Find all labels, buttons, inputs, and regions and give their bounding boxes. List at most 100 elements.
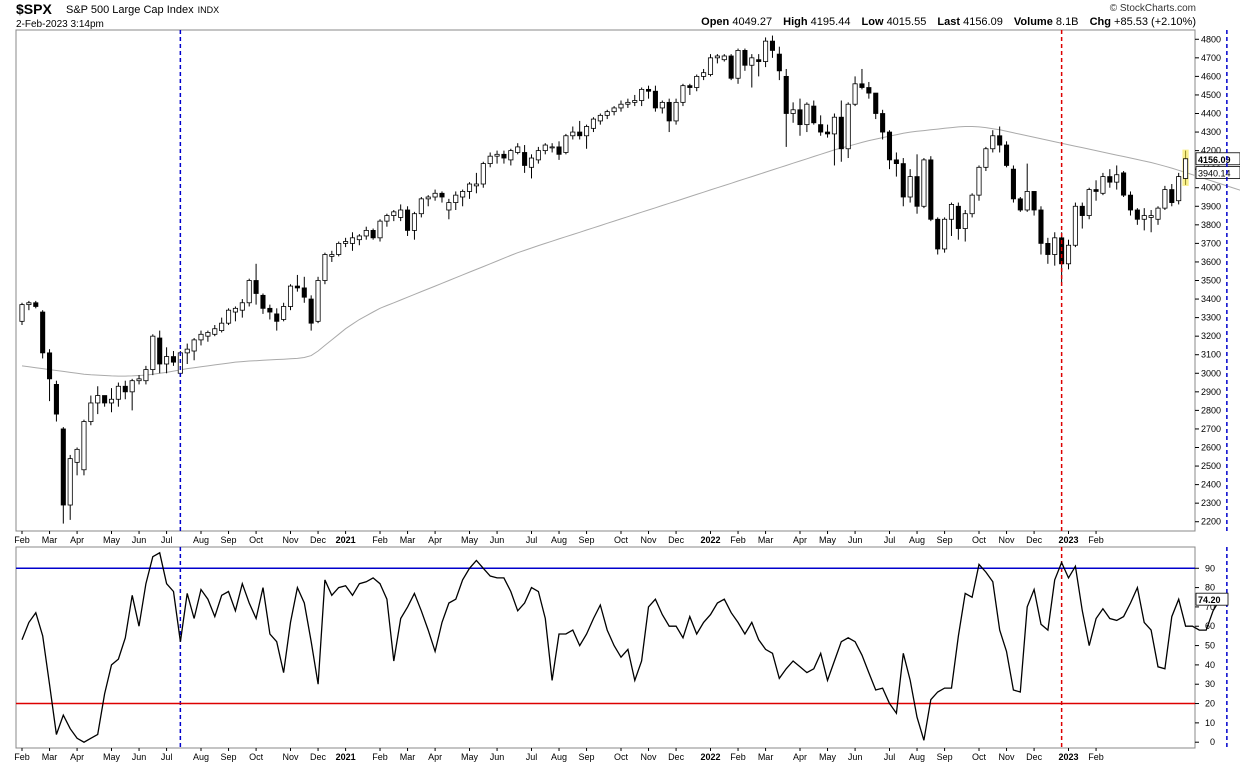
- last-value: 4156.09: [963, 16, 1003, 28]
- low-label: Low: [861, 16, 884, 28]
- x-tick-label: Aug: [551, 535, 567, 545]
- x-tick-label: Feb: [14, 752, 30, 762]
- candle-body: [914, 176, 920, 207]
- ohlc-summary: Open 4049.27 High 4195.44 Low 4015.55 La…: [701, 16, 1196, 28]
- x-tick-label: Aug: [909, 752, 925, 762]
- stockcharts-watermark: © StockCharts.com: [1109, 3, 1196, 14]
- x-tick-label: May: [819, 752, 837, 762]
- osc-y-tick-label: 90: [1205, 563, 1215, 573]
- price-y-tick-label: 3400: [1201, 294, 1221, 304]
- x-tick-label: 2021: [336, 752, 356, 762]
- high-value: 4195.44: [810, 16, 851, 28]
- candle-body: [570, 131, 576, 137]
- price-y-tick-label: 4600: [1201, 71, 1221, 81]
- oscillator-panel-frame: [15, 546, 1196, 749]
- x-tick-label: Aug: [193, 752, 209, 762]
- x-tick-label: May: [461, 752, 479, 762]
- osc-y-tick-label: 20: [1205, 699, 1215, 709]
- candle-body: [219, 322, 225, 331]
- candle-body: [226, 309, 232, 324]
- candle-body: [590, 118, 596, 129]
- candle-body: [707, 57, 714, 75]
- candle-body: [1141, 215, 1147, 220]
- instrument-description: S&P 500 Large Cap Index INDX: [66, 4, 219, 16]
- candle-body: [831, 116, 837, 135]
- candle-body: [1045, 242, 1051, 255]
- candle-body: [790, 109, 796, 114]
- candle-body: [907, 176, 913, 198]
- candle-body: [336, 242, 342, 255]
- x-tick-label: Dec: [310, 752, 327, 762]
- candle-body: [577, 131, 583, 137]
- candle-body: [687, 85, 693, 88]
- candle-body: [522, 152, 528, 166]
- x-tick-label: Jul: [161, 535, 173, 545]
- price-y-tick-label: 2700: [1201, 424, 1221, 434]
- x-tick-label: Feb: [730, 535, 746, 545]
- x-tick-label: 2023: [1058, 752, 1078, 762]
- candle-body: [694, 75, 700, 88]
- candle-body: [294, 285, 300, 289]
- candle-body: [680, 85, 686, 103]
- candle-body: [749, 57, 755, 66]
- candle-body: [756, 59, 762, 62]
- price-y-tick-label: 3300: [1201, 313, 1221, 323]
- price-y-tick-label: 3900: [1201, 201, 1221, 211]
- candle-body: [955, 205, 961, 229]
- candle-body: [528, 157, 535, 168]
- price-y-tick-label: 2500: [1201, 461, 1221, 471]
- x-tick-label: Apr: [428, 535, 442, 545]
- x-tick-label: Apr: [70, 752, 84, 762]
- x-tick-label: Jul: [161, 752, 173, 762]
- x-tick-label: Apr: [70, 535, 84, 545]
- price-y-tick-label: 3500: [1201, 276, 1221, 286]
- candle-body: [811, 105, 817, 124]
- candle-body: [88, 402, 94, 422]
- candle-body: [859, 83, 865, 88]
- candle-body: [1169, 189, 1175, 203]
- candle-body: [838, 116, 844, 150]
- x-tick-label: Dec: [1026, 535, 1043, 545]
- x-tick-label: Sep: [221, 752, 237, 762]
- x-tick-label: Feb: [1088, 752, 1104, 762]
- candle-body: [398, 209, 404, 218]
- high-label: High: [783, 16, 808, 28]
- price-y-tick-label: 3800: [1201, 220, 1221, 230]
- candle-body: [67, 458, 73, 506]
- candle-body: [563, 135, 569, 153]
- candle-body: [542, 144, 548, 152]
- candle-body: [343, 241, 349, 244]
- candle-body: [515, 146, 521, 153]
- x-tick-label: 2023: [1058, 535, 1078, 545]
- candle-body: [136, 378, 142, 382]
- candle-body: [825, 131, 831, 135]
- x-tick-label: Jul: [526, 535, 538, 545]
- moving-average-label-box: [1195, 166, 1240, 179]
- candle-body: [232, 307, 238, 313]
- candle-body: [19, 304, 25, 322]
- candle-body: [115, 385, 121, 400]
- osc-y-tick-label: 70: [1205, 602, 1215, 612]
- candle-body: [349, 237, 356, 244]
- candle-body: [659, 101, 665, 109]
- candle-body: [480, 163, 486, 185]
- candle-body: [735, 50, 741, 79]
- candle-body: [880, 113, 886, 133]
- x-tick-label: Feb: [730, 752, 746, 762]
- candle-body: [1086, 189, 1092, 216]
- candle-body: [818, 124, 824, 133]
- oscillator-last-label: 74.20: [1198, 595, 1221, 605]
- price-y-tick-label: 3200: [1201, 331, 1221, 341]
- candle-body: [873, 92, 879, 114]
- price-y-tick-label: 2200: [1201, 517, 1221, 527]
- candle-body: [301, 287, 307, 298]
- x-tick-label: 2022: [700, 535, 720, 545]
- candle-body: [274, 313, 280, 322]
- candle-body: [446, 202, 452, 211]
- moving-average-line: [21, 126, 1240, 377]
- candle-body: [205, 332, 211, 337]
- candle-body: [597, 114, 603, 122]
- candle-body: [886, 131, 893, 161]
- price-y-tick-label: 4400: [1201, 109, 1221, 119]
- x-tick-label: Jul: [884, 535, 896, 545]
